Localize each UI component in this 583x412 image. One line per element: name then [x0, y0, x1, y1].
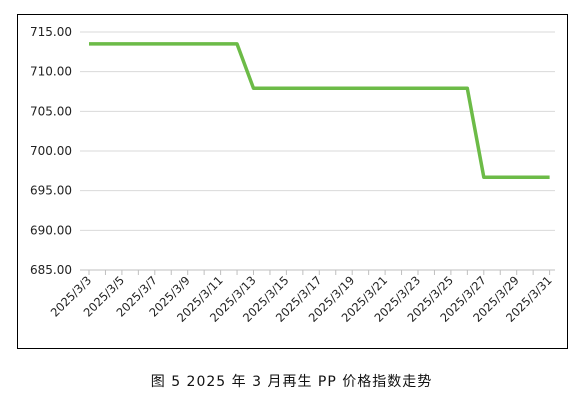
- series-lines: [89, 42, 550, 179]
- x-axis: 2025/3/32025/3/52025/3/72025/3/92025/3/1…: [48, 269, 555, 325]
- chart-frame: 715.00 710.00 705.00 700.00 695.00 690.00 685.…: [17, 14, 568, 349]
- series-line: [89, 42, 550, 179]
- y-tick-label: 695.00: [30, 184, 72, 198]
- y-tick-label: 700.00: [30, 144, 72, 158]
- y-tick-label: 710.00: [30, 65, 72, 79]
- gridlines: [80, 31, 555, 231]
- figure-caption: 图 5 2025 年 3 月再生 PP 价格指数走势: [150, 374, 433, 390]
- y-tick-label: 715.00: [30, 25, 72, 39]
- y-tick-label: 690.00: [30, 223, 72, 237]
- y-tick-label: 705.00: [30, 104, 72, 118]
- y-tick-label: 685.00: [30, 263, 72, 277]
- line-chart: 715.00 710.00 705.00 700.00 695.00 690.00 685.…: [30, 25, 555, 325]
- y-axis-tick-labels: 715.00 710.00 705.00 700.00 695.00 690.00 685.…: [30, 25, 72, 277]
